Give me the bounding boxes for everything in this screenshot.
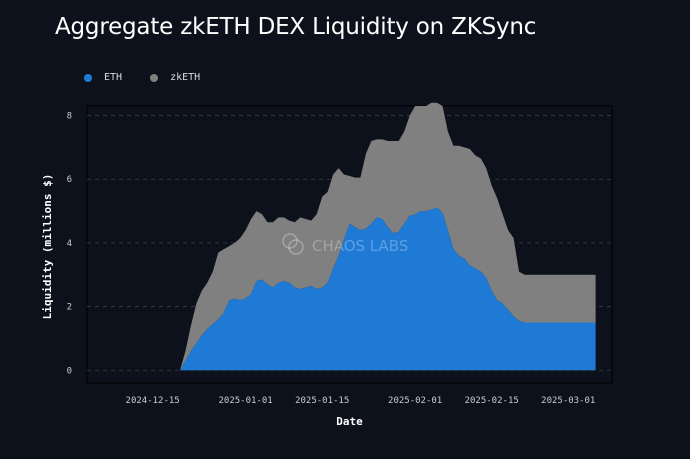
watermark-text: CHAOS LABS bbox=[312, 237, 408, 255]
y-tick-label-2: 2 bbox=[67, 303, 72, 313]
legend-swatch-eth bbox=[84, 73, 92, 82]
x-axis-title: Date bbox=[336, 415, 363, 428]
watermark-logo-icon-ring bbox=[288, 239, 304, 255]
y-tick-label-8: 8 bbox=[67, 112, 72, 122]
y-tick-label-0: 0 bbox=[67, 366, 72, 376]
legend-item-zketh[interactable]: zkETH bbox=[150, 72, 200, 83]
watermark-logo-icon bbox=[282, 233, 298, 249]
y-axis-title: Liquidity (millions $) bbox=[41, 174, 54, 320]
x-tick-label-2025-02-01: 2025-02-01 bbox=[388, 396, 442, 406]
y-tick-label-4: 4 bbox=[67, 239, 72, 249]
area-eth bbox=[108, 207, 596, 371]
legend-label-zketh: zkETH bbox=[170, 72, 201, 83]
legend-swatch-zketh bbox=[150, 73, 159, 82]
y-tick-label-6: 6 bbox=[67, 175, 72, 185]
legend-label-eth: ETH bbox=[104, 72, 123, 83]
legend: ETH zkETH bbox=[84, 72, 200, 83]
x-tick-label-2025-02-15: 2025-02-15 bbox=[465, 396, 519, 406]
legend-item-eth[interactable]: ETH bbox=[84, 72, 122, 83]
chart-title: Aggregate zkETH DEX Liquidity on ZKSync bbox=[55, 14, 537, 40]
plot-frame bbox=[86, 105, 613, 384]
x-tick-label-2025-01-01: 2025-01-01 bbox=[219, 396, 273, 406]
area-zketh bbox=[108, 102, 596, 371]
x-tick-label-2025-01-15: 2025-01-15 bbox=[295, 396, 349, 406]
x-tick-label-2025-03-01: 2025-03-01 bbox=[541, 396, 595, 406]
x-tick-label-2024-12-15: 2024-12-15 bbox=[126, 396, 180, 406]
